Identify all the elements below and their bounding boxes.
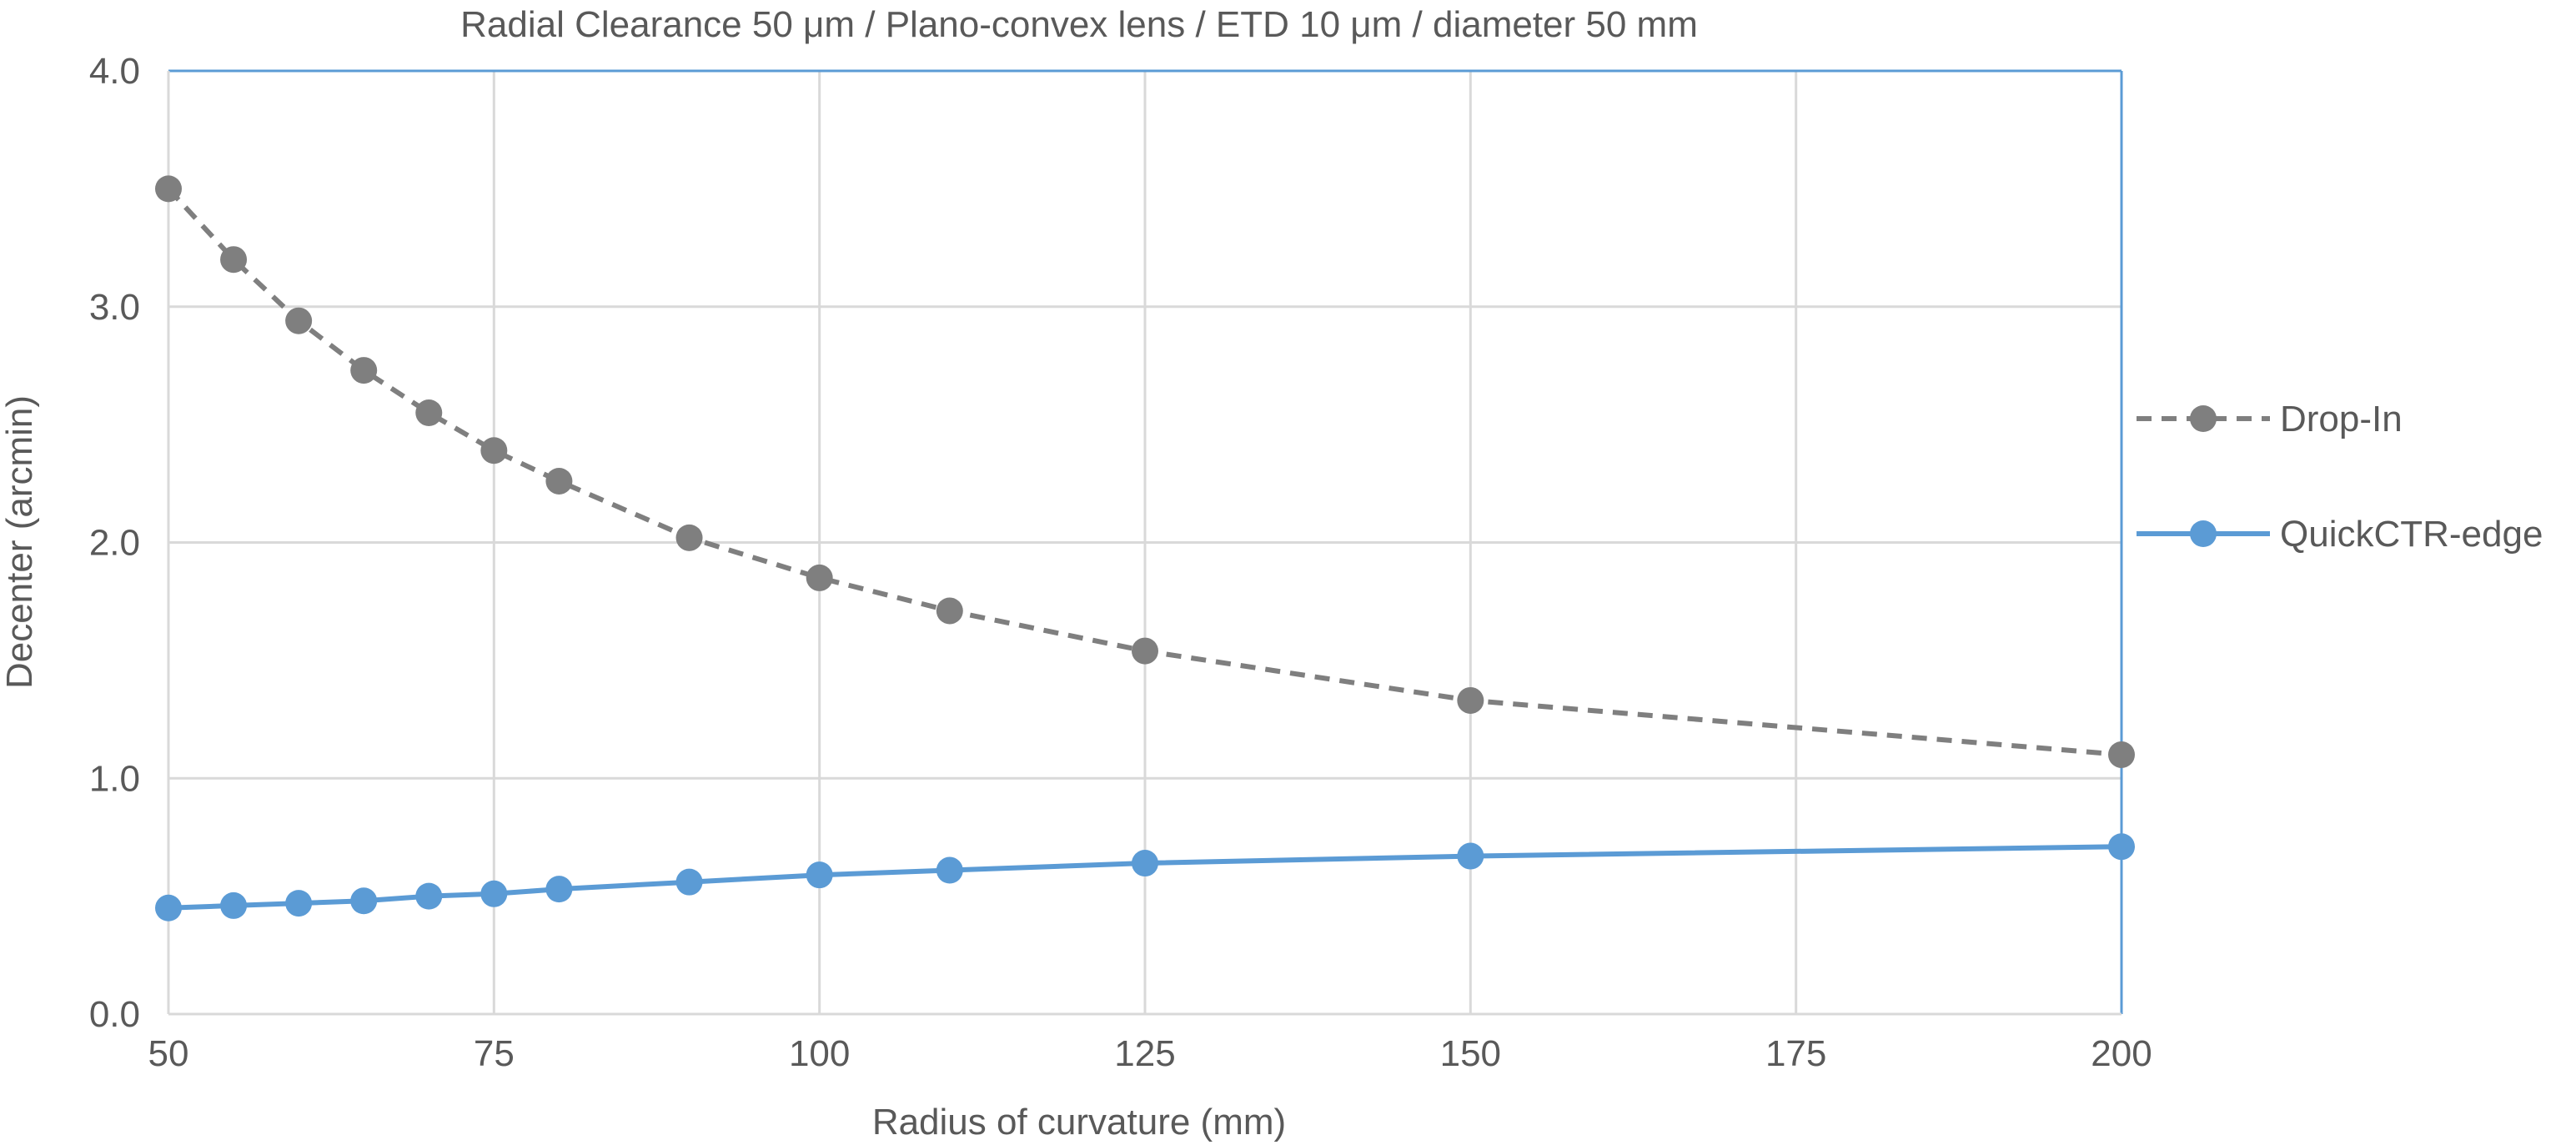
x-tick-label: 75 xyxy=(474,1033,515,1074)
x-tick-label: 125 xyxy=(1114,1033,1175,1074)
drop-in-data-point xyxy=(285,307,313,334)
quickctr-edge-data-point xyxy=(285,890,313,917)
x-tick-label: 175 xyxy=(1765,1033,1826,1074)
x-tick-label: 150 xyxy=(1440,1033,1501,1074)
drop-in-data-point xyxy=(806,564,833,591)
legend: Drop-In QuickCTR-edge xyxy=(2137,399,2543,555)
quickctr-edge-data-point xyxy=(220,891,248,919)
quickctr-edge-data-point xyxy=(936,856,963,884)
legend-marker-quickctr-edge xyxy=(2190,520,2217,547)
x-tick-label: 50 xyxy=(148,1033,189,1074)
quickctr-edge-data-point xyxy=(2108,833,2135,861)
quickctr-edge-data-point xyxy=(675,868,703,896)
legend-label-drop-in: Drop-In xyxy=(2280,399,2403,439)
drop-in-data-point xyxy=(1132,637,1158,665)
y-tick-label: 3.0 xyxy=(89,287,140,328)
legend-label-quickctr-edge: QuickCTR-edge xyxy=(2280,514,2543,555)
quickctr-edge-data-point xyxy=(480,880,508,907)
drop-in-data-point xyxy=(675,524,703,551)
chart-title: Radial Clearance 50 μm / Plano-convex le… xyxy=(460,4,1698,45)
series-group xyxy=(155,175,2135,922)
quickctr-edge-data-point xyxy=(415,882,443,910)
y-axis-title: Decenter (arcmin) xyxy=(0,395,40,689)
tick-labels: 0.0 1.0 2.0 3.0 4.0 50 75 100 125 150 175 200 xyxy=(89,51,2152,1074)
x-axis-title: Radius of curvature (mm) xyxy=(872,1102,1286,1142)
y-tick-label: 2.0 xyxy=(89,523,140,564)
quickctr-edge-data-point xyxy=(545,876,573,903)
quickctr-edge-data-point xyxy=(155,894,182,922)
quickctr-edge-data-point xyxy=(806,861,833,889)
drop-in-data-point xyxy=(220,246,248,274)
quickctr-edge-data-point xyxy=(1457,842,1484,870)
drop-in-data-point xyxy=(1457,686,1484,714)
legend-marker-drop-in xyxy=(2190,405,2217,432)
drop-in-data-point xyxy=(480,437,508,465)
legend-item-drop-in: Drop-In xyxy=(2137,399,2403,439)
drop-in-data-point xyxy=(415,399,443,426)
x-tick-label: 100 xyxy=(789,1033,850,1074)
drop-in-data-point xyxy=(155,175,182,203)
drop-in-data-point xyxy=(545,467,573,495)
x-tick-label: 200 xyxy=(2091,1033,2152,1074)
y-tick-label: 1.0 xyxy=(89,758,140,799)
quickctr-edge-data-point xyxy=(1132,850,1158,877)
legend-item-quickctr-edge: QuickCTR-edge xyxy=(2137,514,2543,555)
drop-in-data-point xyxy=(936,597,963,625)
y-tick-label: 0.0 xyxy=(89,994,140,1035)
y-tick-label: 4.0 xyxy=(89,51,140,92)
quickctr-edge-data-point xyxy=(350,887,378,915)
drop-in-data-point xyxy=(2108,741,2135,768)
drop-in-data-point xyxy=(350,357,378,384)
